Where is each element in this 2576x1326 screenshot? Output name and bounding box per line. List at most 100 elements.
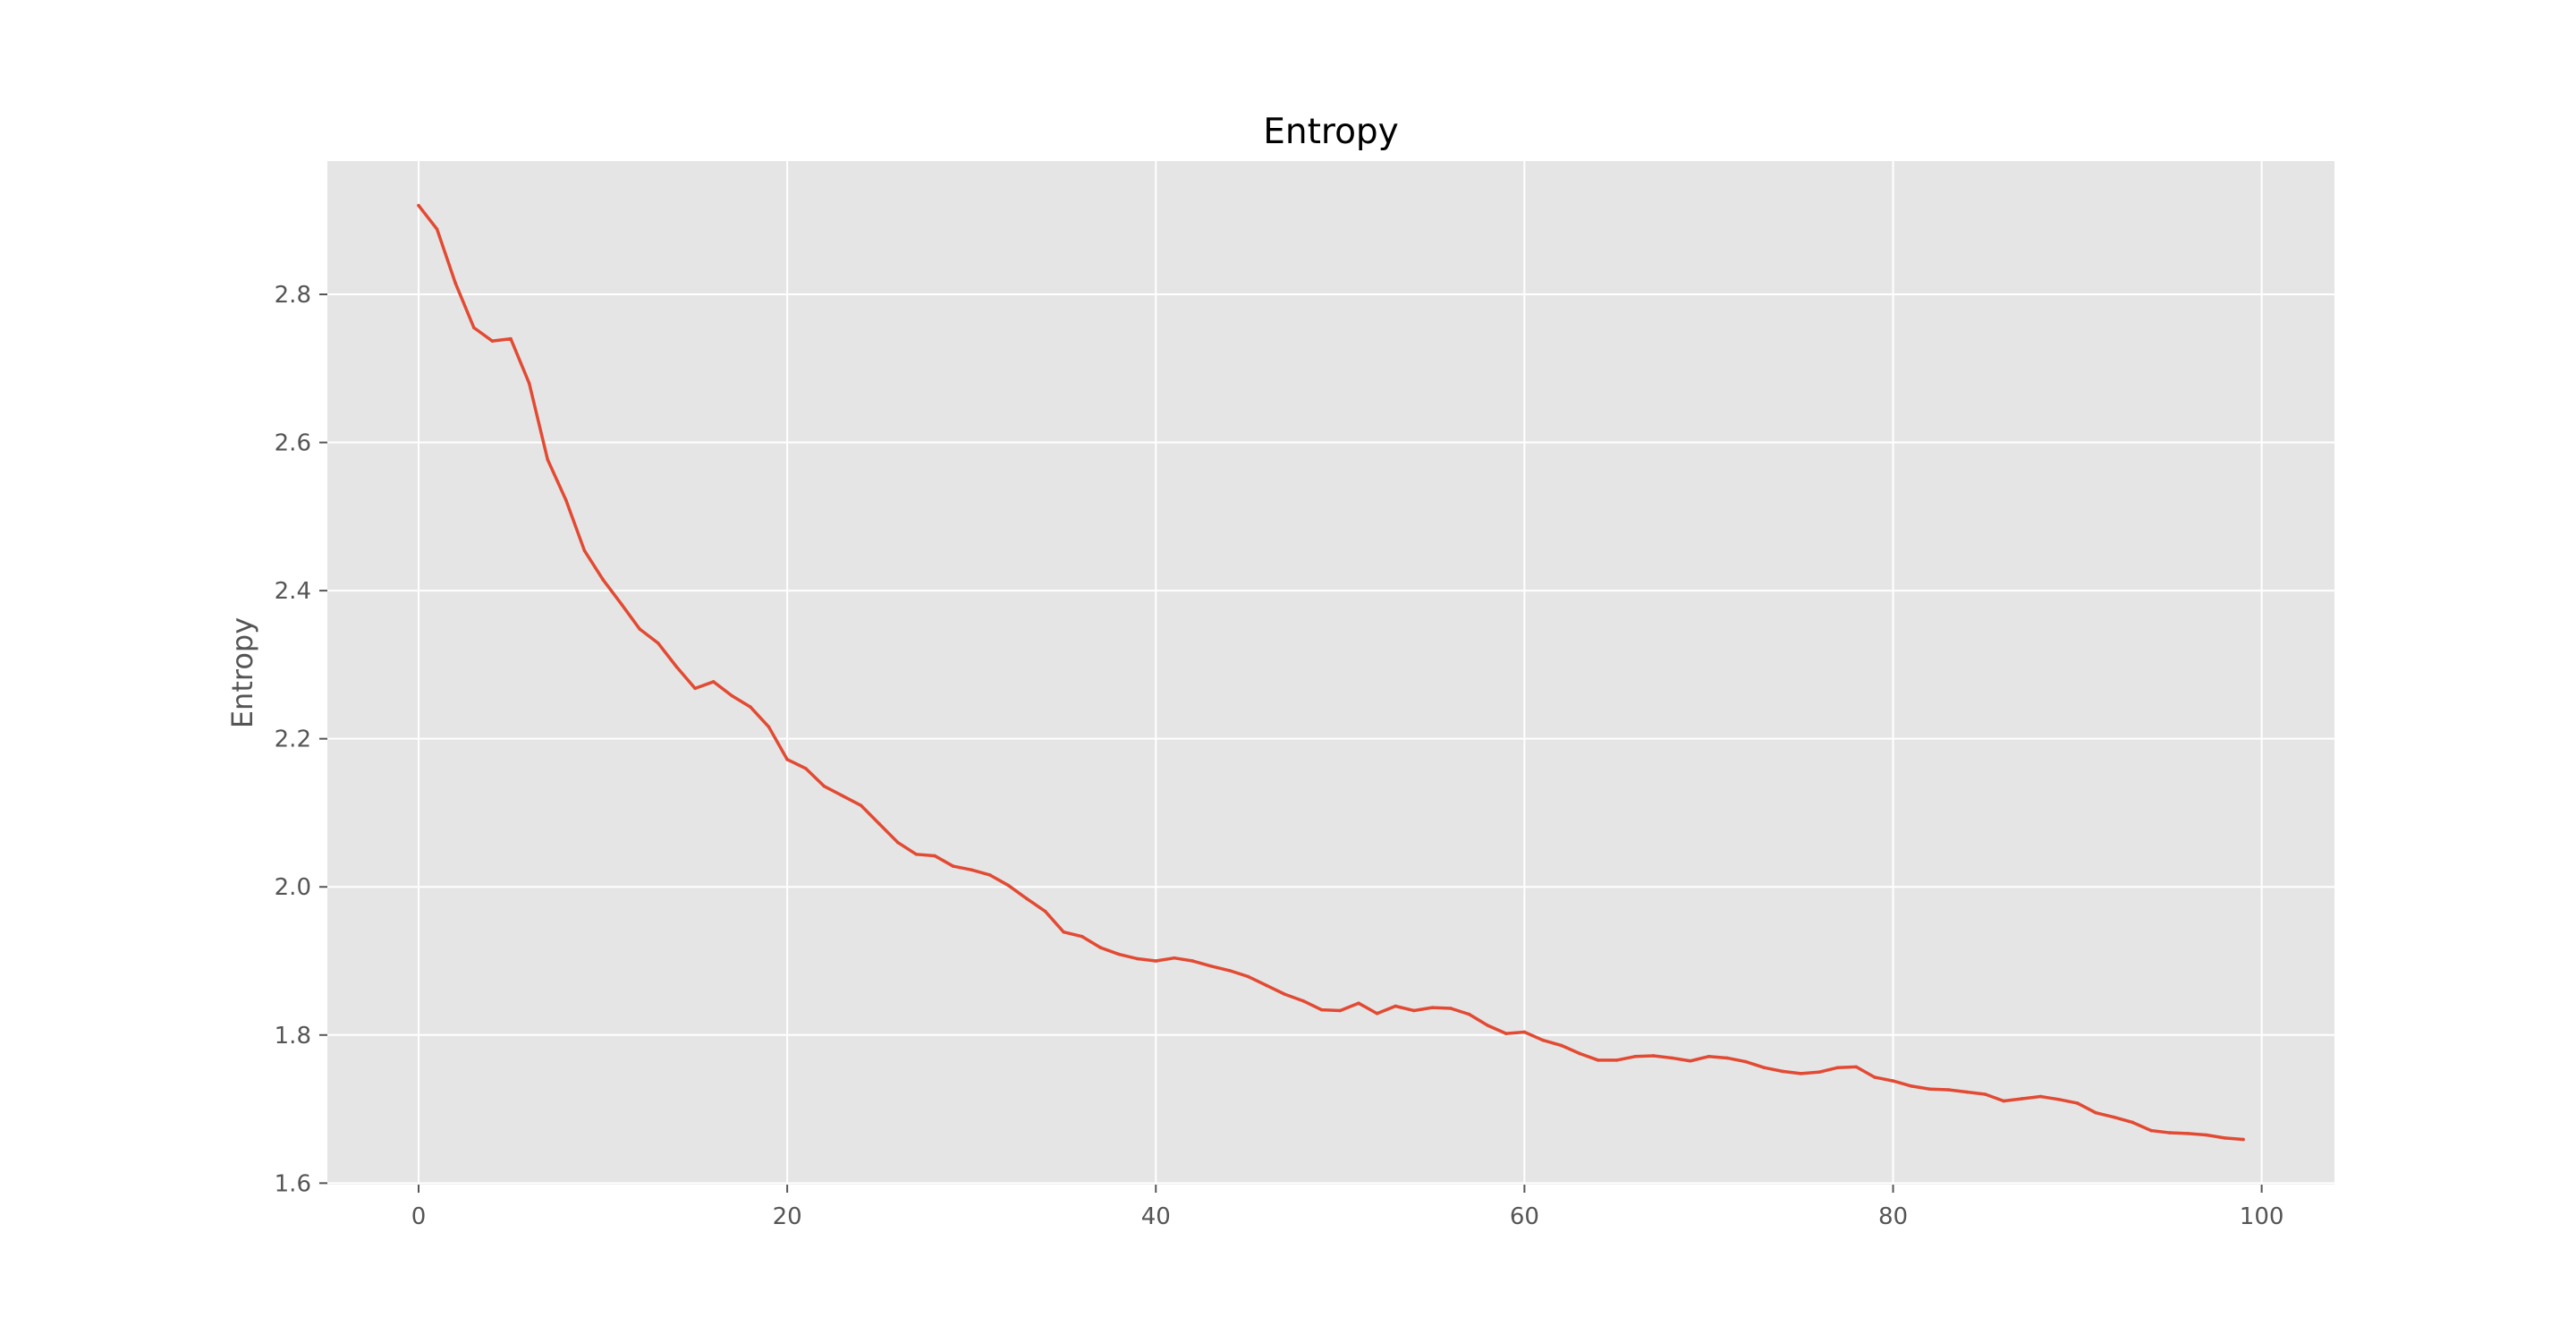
x-tick-label: 100: [2240, 1203, 2284, 1230]
y-tick-label: 2.2: [275, 727, 311, 753]
data-point: [1928, 1087, 1932, 1092]
data-point: [619, 602, 623, 606]
x-tick-label: 60: [1510, 1203, 1539, 1230]
data-point: [2223, 1136, 2227, 1140]
data-point: [2186, 1132, 2190, 1135]
data-point: [987, 873, 992, 877]
data-point: [1522, 1030, 1527, 1034]
data-point: [1227, 968, 1232, 973]
data-point: [1596, 1058, 1600, 1062]
data-point: [1818, 1070, 1821, 1074]
data-point: [582, 548, 587, 553]
x-tick-label: 20: [773, 1203, 802, 1230]
data-point: [1891, 1079, 1895, 1083]
data-point: [1633, 1054, 1637, 1058]
data-point: [2149, 1128, 2153, 1133]
data-point: [1265, 983, 1268, 988]
axes: 0 20 40 60 80 100 1.6 1.8 2.0 2.2 2.4 2.6 2.8: [275, 282, 2284, 1230]
data-point: [1614, 1058, 1619, 1062]
data-point: [914, 853, 919, 856]
data-point: [1430, 1006, 1435, 1009]
data-point: [601, 577, 605, 582]
data-point: [1098, 946, 1103, 949]
data-point: [693, 686, 697, 691]
data-point: [1338, 1008, 1343, 1013]
data-point: [1394, 1004, 1397, 1008]
data-point: [509, 336, 513, 341]
data-point: [822, 784, 826, 788]
data-point: [435, 227, 439, 231]
data-point: [1910, 1084, 1913, 1088]
data-point: [1781, 1069, 1784, 1074]
data-point: [1504, 1032, 1508, 1035]
data-point: [657, 642, 660, 645]
data-point: [2020, 1097, 2024, 1101]
data-point: [970, 868, 973, 871]
data-point: [1209, 965, 1213, 968]
data-point: [1743, 1059, 1748, 1064]
plot-background: [327, 161, 2334, 1185]
data-point: [1835, 1066, 1840, 1070]
data-point: [472, 326, 476, 330]
data-point: [711, 680, 716, 684]
data-point: [1873, 1075, 1877, 1079]
data-point: [2112, 1115, 2116, 1119]
data-point: [1319, 1007, 1324, 1012]
data-point: [859, 803, 863, 807]
data-point: [785, 758, 789, 761]
data-point: [895, 840, 900, 845]
y-axis-title: Entropy: [225, 617, 259, 728]
data-point: [453, 281, 458, 285]
data-point: [877, 822, 881, 826]
data-point: [1117, 952, 1121, 956]
series-layer: [417, 203, 2245, 1142]
data-point: [1191, 959, 1195, 963]
data-point: [1707, 1054, 1711, 1058]
data-point: [1541, 1038, 1545, 1042]
chart-title: Entropy: [1263, 112, 1399, 152]
y-tick-label: 2.8: [275, 282, 311, 309]
y-tick-label: 2.0: [275, 874, 311, 901]
data-point: [2131, 1120, 2135, 1125]
data-point: [638, 627, 642, 631]
data-point: [1062, 930, 1066, 934]
data-point: [1173, 956, 1176, 960]
y-tick-label: 1.8: [275, 1023, 311, 1050]
data-point: [2075, 1101, 2080, 1105]
data-point: [1411, 1008, 1416, 1013]
data-point: [1725, 1056, 1729, 1060]
data-point: [1283, 992, 1287, 997]
grid-lines: [327, 161, 2334, 1185]
data-point: [933, 854, 936, 858]
x-tick-label: 40: [1141, 1203, 1171, 1230]
data-point: [1467, 1012, 1471, 1016]
data-point: [1854, 1065, 1859, 1069]
data-point: [1357, 1001, 1360, 1005]
data-point: [2057, 1098, 2061, 1101]
data-point: [1559, 1043, 1563, 1048]
data-point: [1154, 959, 1158, 963]
data-point: [730, 693, 734, 698]
data-point: [2038, 1094, 2043, 1099]
data-point: [2167, 1131, 2172, 1135]
data-point: [1486, 1024, 1489, 1027]
y-tick-label: 2.4: [275, 578, 311, 605]
data-point: [1135, 956, 1140, 961]
data-point: [2002, 1099, 2005, 1103]
data-point: [1651, 1054, 1656, 1058]
data-point: [1375, 1011, 1379, 1016]
data-point: [490, 339, 495, 343]
data-point: [417, 203, 420, 208]
data-point: [1689, 1058, 1692, 1063]
series-line: [417, 203, 2245, 1142]
data-point: [1006, 883, 1011, 888]
data-point: [1965, 1090, 1969, 1094]
data-point: [546, 457, 550, 462]
data-point: [1946, 1088, 1951, 1092]
y-tick-label: 2.6: [275, 430, 311, 457]
data-point: [1246, 974, 1250, 979]
x-tick-label: 0: [411, 1203, 427, 1230]
data-point: [1449, 1007, 1453, 1010]
